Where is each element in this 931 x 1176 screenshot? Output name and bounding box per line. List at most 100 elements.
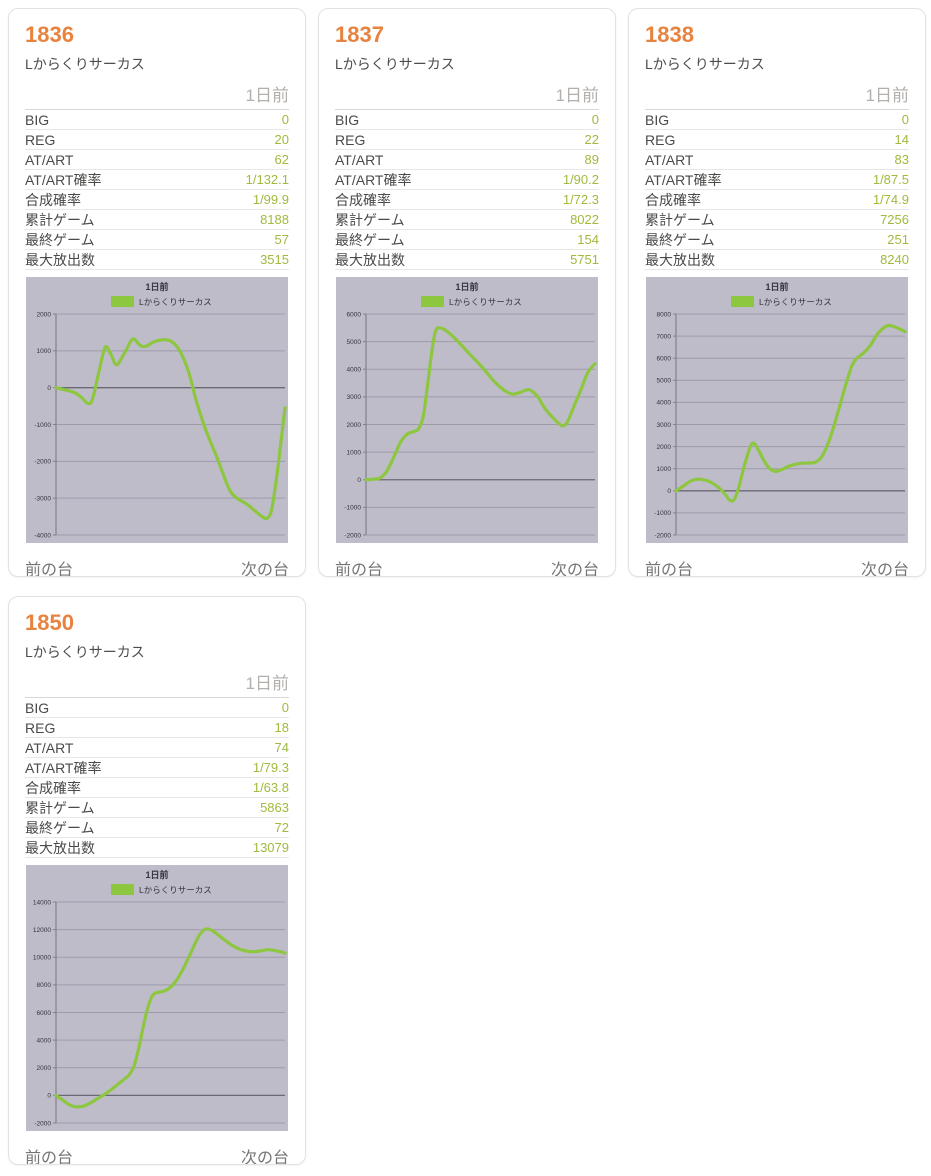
table-row: 最終ゲーム 57 bbox=[25, 230, 289, 251]
row-value: 74 bbox=[274, 740, 289, 756]
table-row: AT/ART確率 1/132.1 bbox=[25, 170, 289, 191]
table-row: AT/ART 74 bbox=[25, 738, 289, 759]
row-label: BIG bbox=[335, 111, 360, 128]
card-footer: 前の台 次の台 bbox=[25, 543, 289, 576]
table-row: BIG 0 bbox=[335, 110, 599, 131]
table-row: BIG 0 bbox=[25, 698, 289, 719]
table-row: AT/ART 83 bbox=[645, 150, 909, 171]
svg-text:1日前: 1日前 bbox=[145, 869, 168, 880]
day-ago-label: 1日前 bbox=[25, 662, 289, 699]
svg-text:1000: 1000 bbox=[657, 466, 672, 473]
next-machine-link[interactable]: 次の台 bbox=[241, 556, 289, 576]
table-row: 最大放出数 3515 bbox=[25, 250, 289, 271]
row-value: 0 bbox=[281, 700, 289, 716]
row-label: BIG bbox=[25, 111, 50, 128]
row-value: 1/87.5 bbox=[872, 172, 909, 188]
payout-chart: 1日前 Lからくりサーカス 6000 5000 4000 3000 2000 1000 0 -10… bbox=[336, 277, 598, 544]
payout-chart-svg: 1日前 Lからくりサーカス 8000 7000 6000 5000 4000 3000 2000… bbox=[646, 277, 908, 544]
row-label: BIG bbox=[25, 699, 50, 716]
row-value: 1/63.8 bbox=[252, 780, 289, 796]
row-value: 0 bbox=[591, 112, 599, 128]
row-value: 1/74.9 bbox=[872, 192, 909, 208]
table-row: BIG 0 bbox=[645, 110, 909, 131]
table-row: AT/ART 89 bbox=[335, 150, 599, 171]
row-value: 8188 bbox=[260, 212, 289, 228]
prev-machine-link[interactable]: 前の台 bbox=[645, 556, 693, 576]
payout-chart: 1日前 Lからくりサーカス 2000 1000 0 -1000 -2000 -3000 -400… bbox=[26, 277, 288, 544]
table-row: REG 18 bbox=[25, 718, 289, 739]
svg-text:8000: 8000 bbox=[657, 311, 672, 318]
machine-number: 1838 bbox=[645, 22, 694, 47]
next-machine-link[interactable]: 次の台 bbox=[861, 556, 909, 576]
svg-text:7000: 7000 bbox=[657, 334, 672, 341]
svg-text:6000: 6000 bbox=[657, 356, 672, 363]
table-row: 累計ゲーム 5863 bbox=[25, 798, 289, 819]
row-value: 3515 bbox=[260, 252, 289, 268]
table-row: AT/ART確率 1/79.3 bbox=[25, 758, 289, 779]
row-label: 合成確率 bbox=[645, 191, 701, 208]
machine-number: 1836 bbox=[25, 22, 74, 47]
table-row: 累計ゲーム 8188 bbox=[25, 210, 289, 231]
row-label: 合成確率 bbox=[335, 191, 391, 208]
table-row: 累計ゲーム 8022 bbox=[335, 210, 599, 231]
svg-text:2000: 2000 bbox=[657, 444, 672, 451]
machine-name: Lからくりサーカス bbox=[25, 644, 145, 661]
svg-text:1000: 1000 bbox=[347, 450, 362, 457]
prev-machine-link[interactable]: 前の台 bbox=[25, 1144, 73, 1164]
table-row: AT/ART確率 1/87.5 bbox=[645, 170, 909, 191]
row-label: 最大放出数 bbox=[25, 251, 95, 268]
prev-machine-link[interactable]: 前の台 bbox=[25, 556, 73, 576]
svg-text:6000: 6000 bbox=[347, 311, 362, 318]
machine-name: Lからくりサーカス bbox=[645, 56, 765, 73]
table-row: 最大放出数 8240 bbox=[645, 250, 909, 271]
payout-chart: 1日前 Lからくりサーカス 14000 12000 10000 8000 6000 4000 2… bbox=[26, 865, 288, 1132]
row-label: AT/ART確率 bbox=[645, 171, 722, 188]
svg-text:3000: 3000 bbox=[347, 394, 362, 401]
svg-text:Lからくりサーカス: Lからくりサーカス bbox=[139, 885, 212, 895]
row-label: BIG bbox=[645, 111, 670, 128]
row-label: 累計ゲーム bbox=[25, 799, 95, 816]
row-label: 最大放出数 bbox=[645, 251, 715, 268]
row-value: 1/132.1 bbox=[245, 172, 289, 188]
row-value: 14 bbox=[894, 132, 909, 148]
svg-text:6000: 6000 bbox=[37, 1010, 52, 1017]
table-row: 最終ゲーム 251 bbox=[645, 230, 909, 251]
svg-text:5000: 5000 bbox=[347, 339, 362, 346]
card-footer: 前の台 次の台 bbox=[335, 543, 599, 576]
row-value: 0 bbox=[281, 112, 289, 128]
prev-machine-link[interactable]: 前の台 bbox=[335, 556, 383, 576]
payout-chart: 1日前 Lからくりサーカス 8000 7000 6000 5000 4000 3000 2000… bbox=[646, 277, 908, 544]
row-value: 22 bbox=[584, 132, 599, 148]
svg-text:-2000: -2000 bbox=[654, 532, 671, 539]
svg-text:0: 0 bbox=[47, 385, 51, 392]
card-footer: 前の台 次の台 bbox=[645, 543, 909, 576]
row-label: REG bbox=[25, 131, 56, 148]
svg-text:1日前: 1日前 bbox=[455, 281, 478, 292]
row-value: 5751 bbox=[570, 252, 599, 268]
row-label: 最終ゲーム bbox=[335, 231, 405, 248]
row-value: 1/72.3 bbox=[562, 192, 599, 208]
svg-text:14000: 14000 bbox=[33, 899, 51, 906]
table-row: 累計ゲーム 7256 bbox=[645, 210, 909, 231]
row-label: 最終ゲーム bbox=[645, 231, 715, 248]
next-machine-link[interactable]: 次の台 bbox=[551, 556, 599, 576]
row-value: 72 bbox=[274, 820, 289, 836]
svg-text:-1000: -1000 bbox=[344, 505, 361, 512]
table-row: 合成確率 1/99.9 bbox=[25, 190, 289, 211]
row-value: 251 bbox=[887, 232, 909, 248]
table-row: AT/ART 62 bbox=[25, 150, 289, 171]
svg-text:1000: 1000 bbox=[37, 348, 52, 355]
row-label: 累計ゲーム bbox=[335, 211, 405, 228]
svg-text:4000: 4000 bbox=[657, 400, 672, 407]
row-label: AT/ART bbox=[25, 151, 74, 168]
table-row: 合成確率 1/74.9 bbox=[645, 190, 909, 211]
row-value: 1/90.2 bbox=[562, 172, 599, 188]
svg-text:-1000: -1000 bbox=[34, 422, 51, 429]
table-row: REG 20 bbox=[25, 130, 289, 151]
svg-text:-1000: -1000 bbox=[654, 510, 671, 517]
row-label: REG bbox=[335, 131, 366, 148]
svg-text:2000: 2000 bbox=[37, 311, 52, 318]
svg-text:2000: 2000 bbox=[347, 422, 362, 429]
next-machine-link[interactable]: 次の台 bbox=[241, 1144, 289, 1164]
svg-text:0: 0 bbox=[667, 488, 671, 495]
